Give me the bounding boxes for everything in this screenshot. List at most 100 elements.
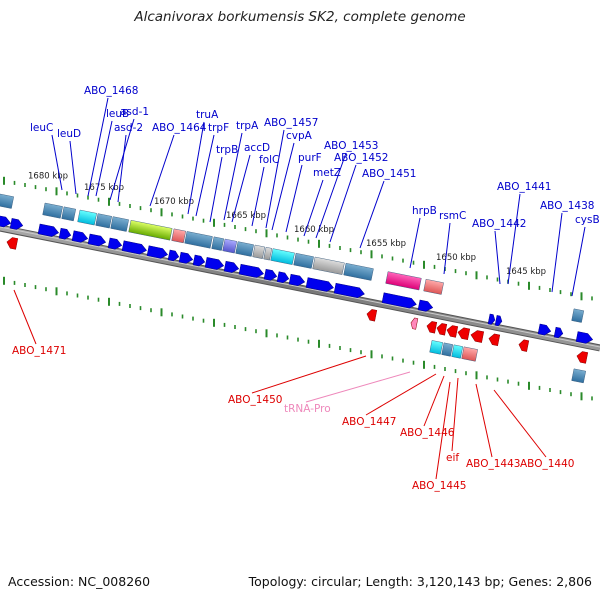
- cog-box-forward: [211, 236, 225, 251]
- cds-arrow-forward: [0, 214, 12, 228]
- cds-arrow-forward: [71, 230, 89, 243]
- label-leader-line: [195, 134, 215, 217]
- gene-label-forward: ABO_1464: [152, 122, 207, 134]
- cog-box-forward: [270, 248, 295, 265]
- label-leader-line: [95, 120, 113, 197]
- ruler-label: 1680 kbp: [28, 172, 68, 182]
- cds-arrow-forward: [58, 227, 72, 240]
- cds-arrow-reverse: [446, 325, 459, 338]
- gene-label-forward: ABO_1453: [324, 140, 378, 152]
- genome-backbone: [0, 224, 600, 352]
- gene-label-reverse: ABO_1450: [228, 394, 282, 406]
- cog-box-forward: [293, 252, 314, 269]
- cog-box-forward: [385, 271, 422, 291]
- cog-box-forward: [222, 238, 238, 254]
- cds-arrow-forward: [276, 271, 290, 284]
- label-leader-line: [51, 134, 63, 191]
- cog-box-reverse: [441, 342, 454, 357]
- label-leader-line: [493, 389, 547, 458]
- label-leader-line: [571, 226, 586, 297]
- cds-arrow-forward: [204, 257, 225, 270]
- trna-arrow: [410, 317, 419, 330]
- gene-label-forward: hrpB: [412, 205, 437, 217]
- gene-label-reverse: ABO_1445: [412, 480, 466, 492]
- label-leader-line: [265, 129, 285, 229]
- label-leader-line: [69, 140, 77, 195]
- gene-label-forward: purF: [298, 152, 322, 164]
- label-leader-line: [303, 179, 324, 237]
- gene-label-reverse: tRNA-Pro: [284, 403, 331, 415]
- gene-label-reverse: ABO_1471: [12, 345, 66, 357]
- gene-label-forward: ABO_1468: [84, 85, 138, 97]
- cog-box-forward: [77, 209, 97, 226]
- cog-box-forward: [263, 246, 273, 261]
- cds-arrow-forward: [553, 326, 564, 339]
- cds-arrow-forward: [288, 273, 306, 287]
- gene-label-forward: trpF: [208, 122, 229, 134]
- label-leader-line: [435, 381, 451, 480]
- ruler-label: 1655 kbp: [366, 239, 406, 249]
- gene-label-forward: ABO_1442: [472, 218, 526, 230]
- cds-arrow-forward: [417, 299, 434, 312]
- cds-arrow-reverse: [470, 330, 485, 343]
- gene-label-forward: ABO_1457: [264, 117, 318, 129]
- label-leader-line: [149, 134, 175, 207]
- gene-label-forward: leuB: [106, 108, 129, 120]
- label-leader-line: [475, 383, 493, 458]
- label-leader-line: [271, 142, 295, 231]
- label-leader-line: [315, 152, 347, 239]
- cds-arrow-forward: [9, 218, 24, 230]
- ruler-label: 1665 kbp: [226, 211, 266, 221]
- label-leader-line: [423, 375, 445, 427]
- cog-box-reverse: [451, 344, 464, 359]
- label-leader-line: [507, 193, 521, 285]
- cog-box-forward: [235, 241, 254, 257]
- map-title: Alcanivorax borkumensis SK2, complete ge…: [134, 9, 466, 25]
- label-leader-line: [305, 371, 411, 403]
- cog-box-forward: [312, 256, 345, 275]
- cog-box-forward: [0, 193, 14, 209]
- genome-summary-text: Topology: circular; Length: 3,120,143 bp…: [248, 574, 592, 589]
- cds-arrow-reverse: [457, 327, 471, 341]
- label-leader-line: [251, 355, 367, 394]
- cds-arrow-forward: [263, 268, 278, 281]
- cog-box-forward: [110, 216, 129, 232]
- label-leader-line: [451, 377, 459, 452]
- label-leader-line: [209, 156, 223, 223]
- cds-arrow-forward: [223, 260, 240, 273]
- gene-label-forward: trpA: [236, 120, 259, 132]
- label-leader-line: [251, 166, 265, 227]
- cog-box-forward: [252, 244, 266, 259]
- gene-label-forward: ABO_1441: [497, 181, 551, 193]
- ruler-label: 1660 kbp: [294, 225, 334, 235]
- label-leader-line: [13, 289, 37, 345]
- gene-label-reverse: ABO_1440: [520, 458, 574, 470]
- cog-box-reverse: [461, 346, 478, 362]
- cog-category-layer: [0, 193, 587, 384]
- gene-label-reverse: ABO_1443: [466, 458, 520, 470]
- label-leader-line: [231, 154, 251, 223]
- cds-arrow-forward: [107, 237, 123, 250]
- label-leader-line: [329, 164, 357, 243]
- label-leader-line: [365, 373, 437, 416]
- label-leader-line: [223, 132, 243, 221]
- cds-arrow-reverse: [366, 309, 378, 322]
- cog-box-reverse: [429, 340, 444, 355]
- gene-label-forward: ABO_1451: [362, 168, 416, 180]
- cog-box-forward: [184, 231, 213, 249]
- gene-label-forward: ABO_1438: [540, 200, 594, 212]
- label-leader-line: [551, 212, 563, 293]
- label-leader-lines: [13, 97, 586, 480]
- cds-arrow-layer: [0, 214, 594, 364]
- gene-label-reverse: eif: [446, 452, 459, 464]
- cog-box-forward: [571, 308, 585, 323]
- cds-arrow-reverse: [426, 321, 438, 334]
- cog-box-forward: [171, 228, 187, 244]
- gene-label-reverse: ABO_1446: [400, 427, 455, 439]
- ruler-label: 1645 kbp: [506, 267, 546, 277]
- gene-label-forward: asd-1: [120, 106, 149, 118]
- cog-box-forward: [61, 206, 77, 222]
- cog-box-forward: [95, 213, 112, 229]
- cds-arrow-forward: [537, 323, 552, 336]
